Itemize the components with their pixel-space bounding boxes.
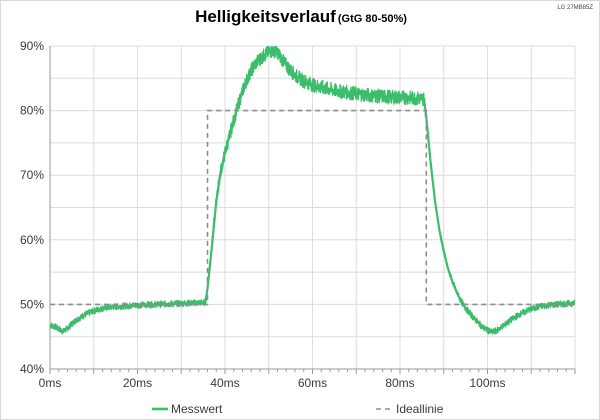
y-tick-label: 40% — [20, 362, 44, 376]
chart-title-row: Helligkeitsverlauf (GtG 80-50%) — [1, 7, 600, 27]
y-tick-label: 50% — [20, 297, 44, 311]
legend: Messwert Ideallinie — [152, 402, 444, 416]
axes: 40% 50% 60% 70% 80% 90% 0ms 20ms 40ms 60ms 80ms 100… — [20, 39, 576, 390]
y-tick-label: 70% — [20, 168, 44, 182]
chart-title: Helligkeitsverlauf — [195, 7, 336, 26]
grid-lines — [49, 45, 576, 370]
y-tick-label: 80% — [20, 104, 44, 118]
x-tick-label: 100ms — [469, 376, 505, 390]
chart-subtitle: (GtG 80-50%) — [337, 13, 407, 25]
x-tick-label: 40ms — [210, 376, 239, 390]
series-layer — [50, 46, 575, 335]
x-tick-label: 80ms — [385, 376, 414, 390]
series-core-messwert — [50, 49, 575, 334]
corner-label: LG 27MB85Z — [557, 5, 593, 11]
series-line-messwert — [50, 46, 575, 335]
legend-label-ideallinie: Ideallinie — [396, 402, 444, 416]
x-tick-label: 20ms — [123, 376, 152, 390]
y-tick-label: 60% — [20, 233, 44, 247]
x-tick-label: 60ms — [298, 376, 327, 390]
legend-label-messwert: Messwert — [171, 402, 223, 416]
x-tick-label: 0ms — [39, 376, 62, 390]
series-line-ideallinie — [50, 109, 575, 306]
y-tick-label: 90% — [20, 39, 44, 53]
